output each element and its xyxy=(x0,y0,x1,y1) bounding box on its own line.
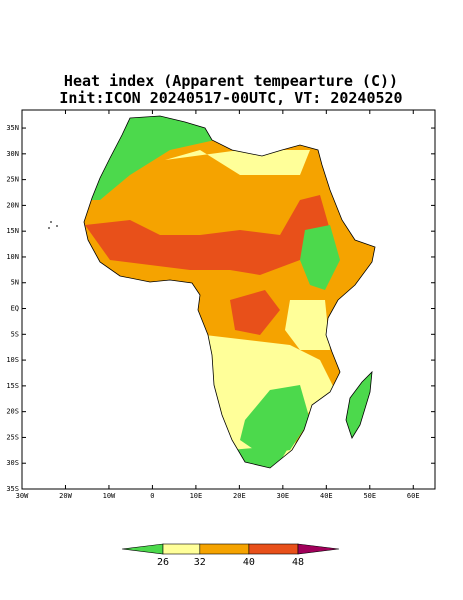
x-tick-label: 30W xyxy=(16,492,29,500)
title: Heat index (Apparent tempearture (C)) xyxy=(64,72,398,90)
subtitle: Init:ICON 20240517-00UTC, VT: 20240520 xyxy=(59,89,402,107)
region-ethiopia xyxy=(300,225,340,290)
colorbar-segment xyxy=(162,543,201,555)
region-sahara xyxy=(165,150,310,175)
y-tick-label: 15S xyxy=(6,382,19,390)
colorbar-label: 48 xyxy=(292,557,304,568)
madagascar xyxy=(345,370,373,439)
y-tick-label: 20S xyxy=(6,408,19,416)
plot-frame xyxy=(21,109,436,490)
colorbar-label: 26 xyxy=(157,557,169,568)
y-tick-label: 5S xyxy=(11,330,19,338)
x-tick-label: 40E xyxy=(320,492,333,500)
x-tick-label: 20W xyxy=(59,492,72,500)
y-tick-label: 10S xyxy=(6,356,19,364)
region-sahel xyxy=(85,195,330,275)
y-tick-label: 35N xyxy=(6,124,19,132)
y-tick-label: 30S xyxy=(6,459,19,467)
y-tick-label: 20N xyxy=(6,201,19,209)
colorbar-under xyxy=(121,543,164,555)
region-south-green xyxy=(240,385,310,455)
colorbar-segment xyxy=(199,543,250,555)
land xyxy=(48,115,376,469)
x-tick-label: 50E xyxy=(363,492,376,500)
colorbar-label: 40 xyxy=(243,557,255,568)
x-tick-label: 20E xyxy=(233,492,246,500)
y-tick-label: 35S xyxy=(6,485,19,493)
x-tick-label: 60E xyxy=(407,492,420,500)
y-tick-label: 25S xyxy=(6,433,19,441)
y-tick-label: 25N xyxy=(6,176,19,184)
y-tick-label: 5N xyxy=(11,279,19,287)
region-congo xyxy=(230,290,280,335)
x-tick-label: 10E xyxy=(190,492,203,500)
y-tick-label: 10N xyxy=(6,253,19,261)
x-tick-label: 10W xyxy=(103,492,116,500)
y-tick-label: EQ xyxy=(11,305,19,313)
region-east xyxy=(285,300,330,350)
y-tick-label: 15N xyxy=(6,227,19,235)
colorbar-over xyxy=(297,543,340,555)
y-tick-label: 30N xyxy=(6,150,19,158)
x-tick-label: 0 xyxy=(150,492,154,500)
islands xyxy=(48,221,58,229)
colorbar-label: 32 xyxy=(194,557,206,568)
x-tick-label: 30E xyxy=(277,492,290,500)
colorbar-segment xyxy=(248,543,299,555)
